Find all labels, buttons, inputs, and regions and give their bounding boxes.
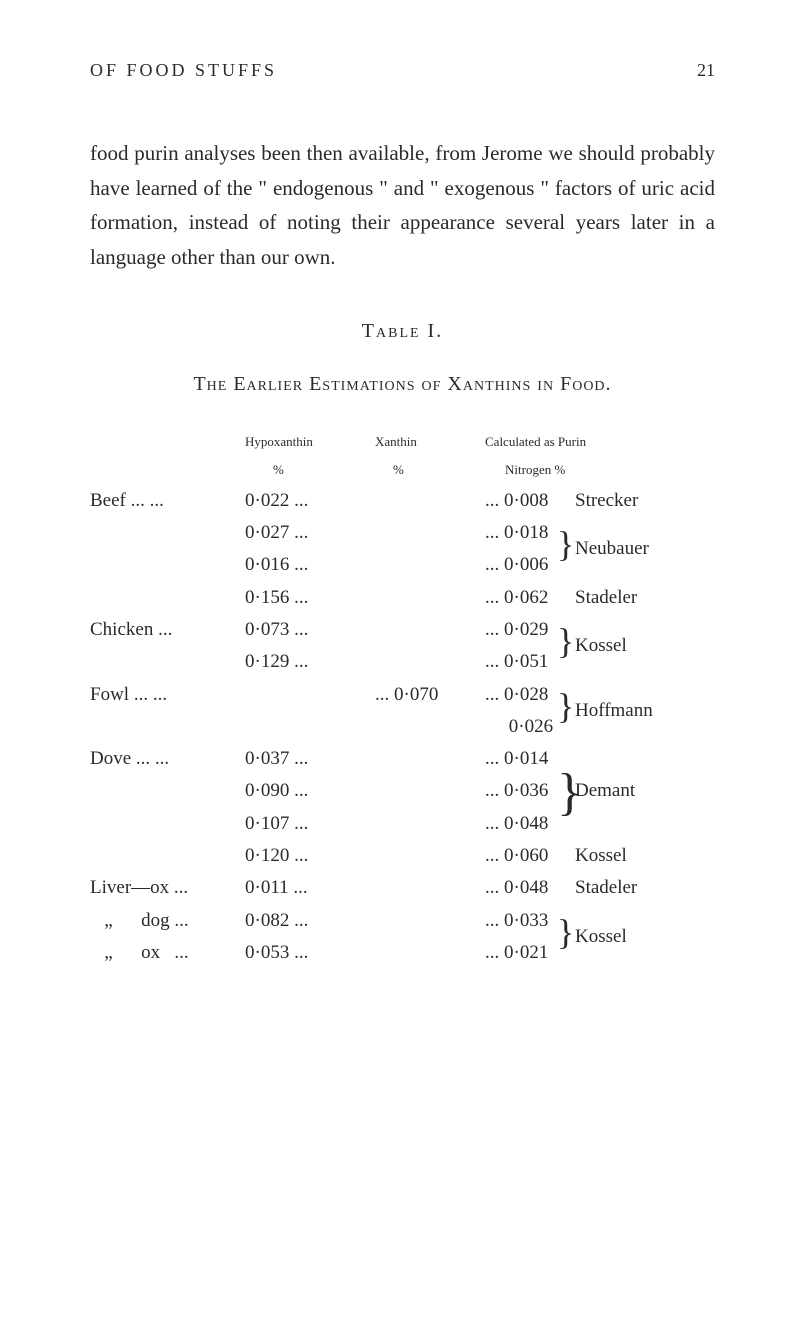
row-hypo: 0·082 ... (245, 905, 375, 937)
brace-icon: } (557, 697, 574, 715)
table-row: 0·016 ... ... 0·006 }Neubauer (90, 549, 715, 581)
calc-nitrogen: Nitrogen % (485, 459, 575, 481)
table-row: „ ox ... 0·053 ... ... 0·021 }Kossel (90, 937, 715, 969)
row-label: „ ox ... (90, 937, 245, 969)
row-hypo: 0·022 ... (245, 485, 375, 517)
row-hypo: 0·120 ... (245, 840, 375, 872)
data-table: Hypoxanthin Xanthin Calculated as Purin … (90, 431, 715, 970)
header-hypoxanthin: Hypoxanthin (245, 431, 375, 453)
row-calc: ... 0·008 (485, 485, 575, 517)
table-row: 0·107 ... ... 0·048 (90, 808, 715, 840)
row-label: Liver—ox ... (90, 872, 245, 904)
hypo-pct: % (245, 459, 375, 481)
row-hypo: 0·129 ... (245, 646, 375, 678)
row-label: Dove ... ... (90, 743, 245, 775)
table-header-row: Hypoxanthin Xanthin Calculated as Purin (90, 431, 715, 453)
body-paragraph: food purin analyses been then available,… (90, 136, 715, 275)
page-number: 21 (697, 60, 715, 81)
header-xanthin: Xanthin (375, 431, 485, 453)
row-author: }Kossel (575, 921, 715, 953)
row-author: }Demant (575, 775, 715, 807)
running-header-title: OF FOOD STUFFS (90, 60, 277, 81)
table-row: 0·026 }Hoffmann (90, 711, 715, 743)
row-hypo: 0·037 ... (245, 743, 375, 775)
table-label: Table I. (90, 320, 715, 343)
brace-icon: } (557, 535, 574, 553)
header-empty (90, 431, 245, 453)
row-xanthin: ... 0·070 (375, 679, 485, 711)
row-author: Stadeler (575, 872, 715, 904)
row-label: „ dog ... (90, 905, 245, 937)
row-author: Strecker (575, 485, 715, 517)
running-header: OF FOOD STUFFS 21 (90, 60, 715, 81)
row-author: }Hoffmann (575, 695, 715, 727)
row-label: Fowl ... ... (90, 679, 245, 711)
brace-icon: } (557, 767, 582, 819)
row-author: Stadeler (575, 582, 715, 614)
row-author: Kossel (575, 840, 715, 872)
pct-row: % % Nitrogen % (90, 459, 715, 481)
row-label: Chicken ... (90, 614, 245, 646)
brace-icon: } (557, 632, 574, 650)
xanthin-pct: % (375, 459, 485, 481)
row-hypo: 0·016 ... (245, 549, 375, 581)
row-hypo: 0·156 ... (245, 582, 375, 614)
row-author: }Neubauer (575, 533, 715, 565)
row-hypo: 0·011 ... (245, 872, 375, 904)
table-row: 0·156 ... ... 0·062 Stadeler (90, 582, 715, 614)
table-title: The Earlier Estimations of Xanthins in F… (90, 373, 715, 396)
table-row: Beef ... ... 0·022 ... ... 0·008 Strecke… (90, 485, 715, 517)
row-author: }Kossel (575, 630, 715, 662)
table-row: 0·129 ... ... 0·051 }Kossel (90, 646, 715, 678)
row-hypo: 0·053 ... (245, 937, 375, 969)
row-calc: ... 0·048 (485, 872, 575, 904)
row-hypo: 0·073 ... (245, 614, 375, 646)
table-row: 0·090 ... ... 0·036 }Demant (90, 775, 715, 807)
table-row: Liver—ox ... 0·011 ... ... 0·048 Stadele… (90, 872, 715, 904)
row-hypo: 0·107 ... (245, 808, 375, 840)
header-calculated: Calculated as Purin (485, 431, 575, 453)
row-calc: ... 0·060 (485, 840, 575, 872)
brace-icon: } (557, 923, 574, 941)
row-hypo: 0·027 ... (245, 517, 375, 549)
row-label: Beef ... ... (90, 485, 245, 517)
table-row: Dove ... ... 0·037 ... ... 0·014 (90, 743, 715, 775)
row-calc: ... 0·062 (485, 582, 575, 614)
table-row: 0·120 ... ... 0·060 Kossel (90, 840, 715, 872)
row-hypo: 0·090 ... (245, 775, 375, 807)
header-author-empty (575, 431, 715, 453)
